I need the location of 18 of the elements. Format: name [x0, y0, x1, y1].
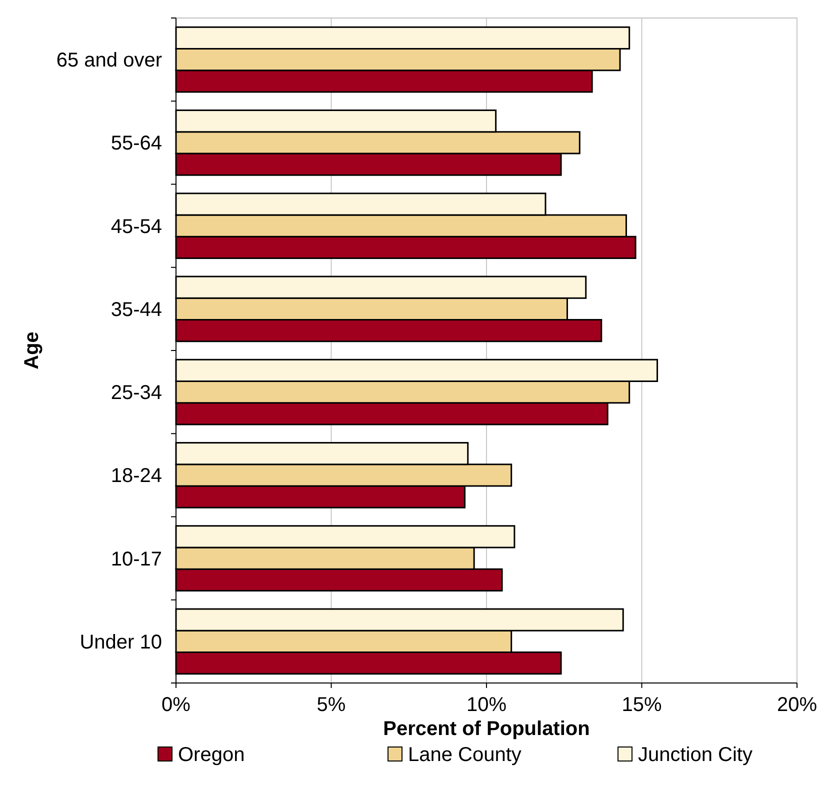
- y-tick-label: 65 and over: [56, 50, 162, 72]
- x-tick-label: 10%: [466, 694, 507, 716]
- legend-label: Oregon: [178, 744, 245, 766]
- x-tick-label: 5%: [316, 694, 346, 716]
- legend-label: Junction City: [638, 744, 752, 766]
- y-axis-title: Age: [21, 332, 43, 370]
- y-tick-label: 35-44: [110, 298, 162, 321]
- y-tick-label: 55-64: [110, 132, 162, 155]
- y-tick-label: 18-24: [110, 465, 162, 488]
- x-tick-label: 20%: [776, 694, 817, 716]
- x-axis-title: Percent of Population: [383, 718, 590, 740]
- y-tick-label: Under 10: [80, 631, 162, 654]
- x-tick-label: 0%: [162, 694, 191, 716]
- y-tick-label: 25-34: [110, 382, 162, 404]
- y-tick-label: 10-17: [110, 548, 162, 570]
- y-tick-label: 45-54: [110, 216, 162, 238]
- legend-label: Lane County: [408, 744, 522, 766]
- x-tick-label: 15%: [622, 694, 662, 716]
